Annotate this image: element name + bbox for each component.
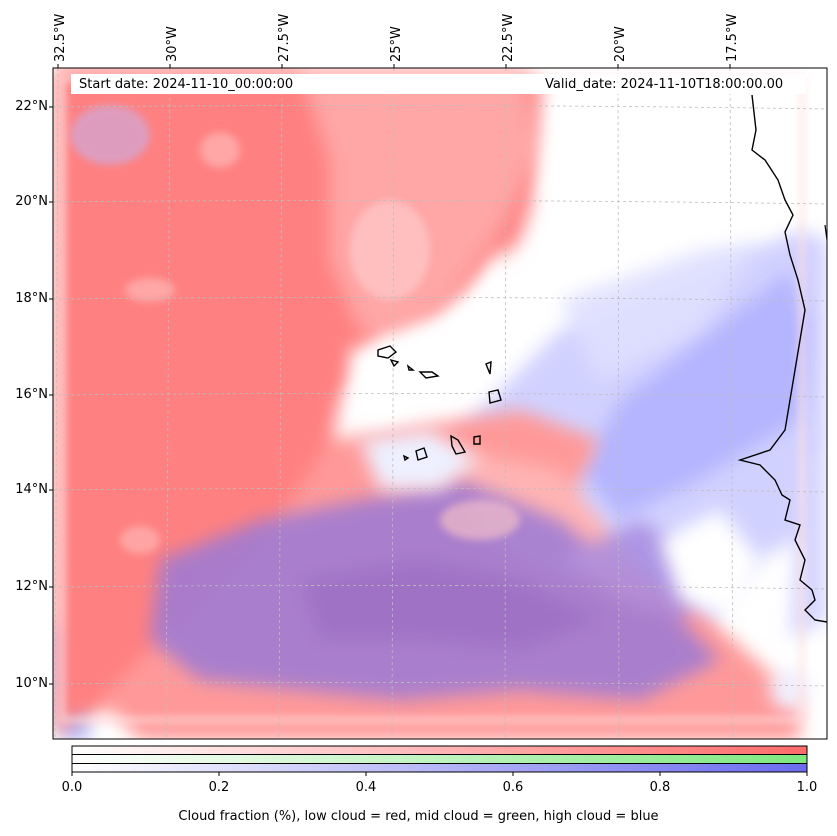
start-date-label: Start date: 2024-11-10_00:00:00 [79, 77, 294, 92]
overlap-cloud-layer [150, 480, 720, 700]
latitude-label: 14°N [15, 482, 48, 497]
cloud-texture [70, 105, 520, 554]
colorbar-tick-label: 0.4 [355, 780, 377, 795]
colorbar-high [72, 764, 807, 772]
colorbar-tick-label: 0.6 [502, 780, 524, 795]
colorbar-mid [72, 755, 807, 763]
latitude-label: 12°N [15, 579, 48, 594]
colorbar-tick-label: 0.0 [61, 780, 83, 795]
latitude-label: 16°N [15, 387, 48, 402]
longitude-label: 25°W [389, 26, 404, 62]
colorbar-tick-label: 0.8 [649, 780, 671, 795]
longitude-label: 27.5°W [277, 13, 292, 62]
colorbar-tick-label: 0.2 [208, 780, 230, 795]
longitude-label: 17.5°W [725, 13, 740, 62]
longitude-label: 20°W [613, 26, 628, 62]
coastline [737, 94, 827, 623]
longitude-label: 22.5°W [501, 13, 516, 62]
colorbar-title: Cloud fraction (%), low cloud = red, mid… [178, 809, 659, 824]
colorbar [71, 745, 808, 776]
cloud-field [53, 68, 827, 739]
latitude-label: 10°N [15, 676, 48, 691]
cape-verde-islands [377, 345, 502, 462]
longitude-label: 30°W [165, 26, 180, 62]
colorbar-tick-label: 1.0 [796, 780, 818, 795]
map-frame [52, 67, 828, 740]
latitude-label: 18°N [15, 291, 48, 306]
valid-date-label: Valid_date: 2024-11-10T18:00:00.00 [545, 77, 784, 92]
latitude-label: 22°N [15, 99, 48, 114]
longitude-label: 32.5°W [53, 13, 68, 62]
date-box [71, 74, 806, 94]
graticule [53, 68, 827, 739]
colorbar-frame [71, 745, 808, 773]
latitude-label: 20°N [15, 194, 48, 209]
colorbar-low [72, 746, 807, 754]
